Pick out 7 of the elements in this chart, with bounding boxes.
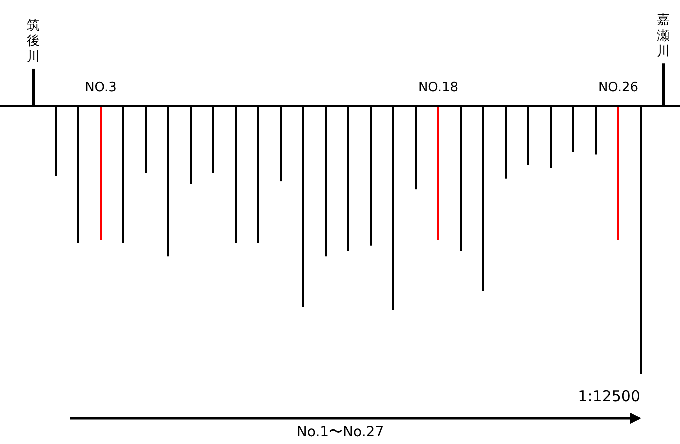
- x-tick-label: 嘉瀬川: [657, 13, 670, 60]
- text: No.1〜No.27: [296, 424, 384, 440]
- x-tick-label: NO.26: [598, 80, 639, 96]
- x-tick-label: NO.18: [418, 80, 459, 96]
- x-tick-label: NO.3: [85, 80, 117, 96]
- x-tick-label: 筑後川: [27, 18, 40, 65]
- text: 1:12500: [578, 388, 641, 406]
